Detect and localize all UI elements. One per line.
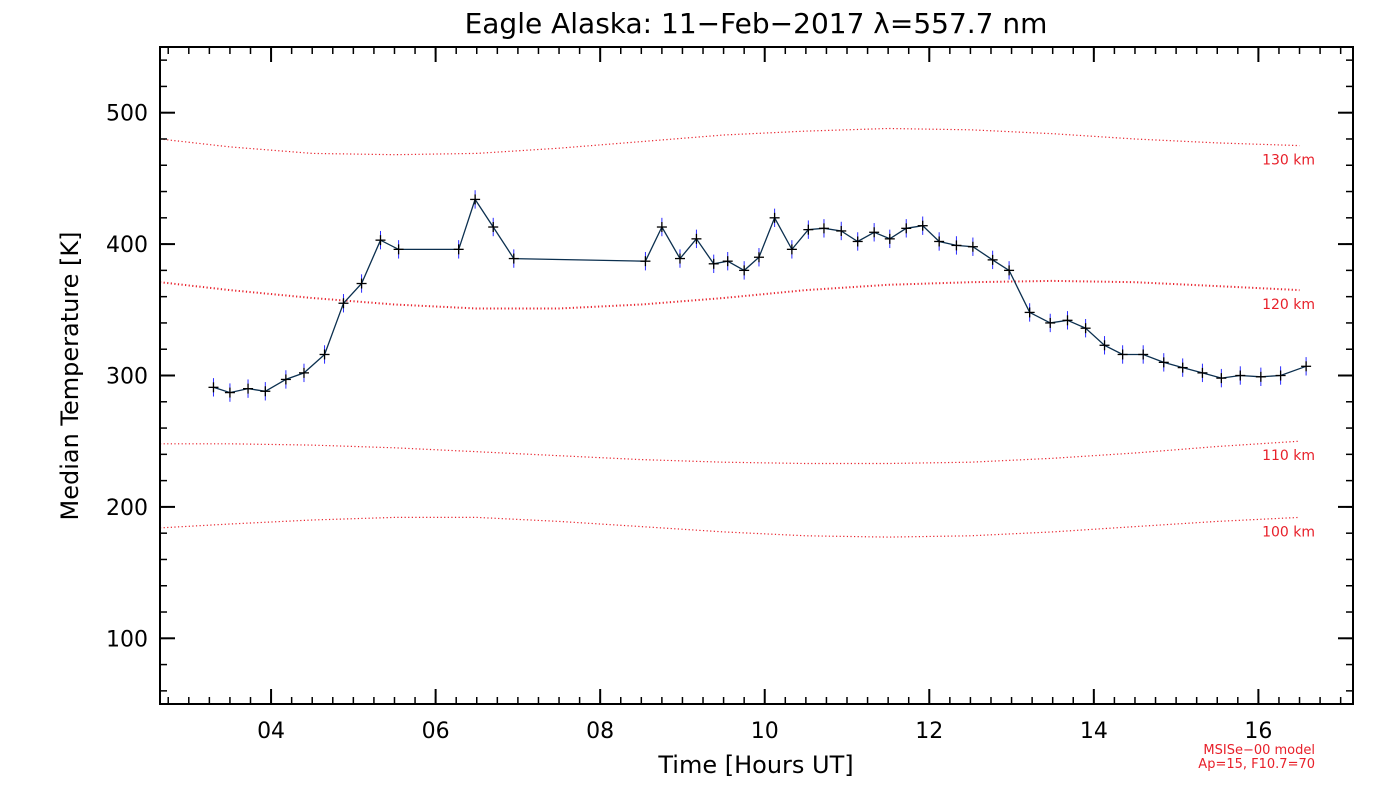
model-curve-label: 130 km — [1262, 153, 1315, 169]
model-curve-1 — [159, 279, 1300, 310]
data-point — [1080, 318, 1091, 338]
model-curve-label: 110 km — [1262, 448, 1315, 464]
data-point — [786, 240, 797, 259]
data-point — [1216, 368, 1227, 388]
x-tick-label: 10 — [751, 719, 779, 744]
data-point — [319, 345, 330, 364]
data-point — [836, 221, 847, 241]
data-point — [224, 383, 235, 402]
data-point — [508, 249, 519, 268]
data-point — [243, 379, 254, 398]
x-tick-label: 04 — [257, 719, 285, 744]
data-point — [1117, 345, 1128, 364]
data-point — [951, 236, 962, 255]
data-point — [739, 261, 750, 280]
x-tick-label: 14 — [1080, 719, 1108, 744]
model-note: MSISe−00 model — [1203, 743, 1315, 758]
data-point — [453, 240, 464, 259]
data-point — [1138, 345, 1149, 364]
data-point — [488, 217, 499, 237]
axes-layer — [159, 46, 1354, 705]
data-point — [691, 229, 702, 249]
data-point — [338, 294, 349, 313]
data-point — [1301, 357, 1312, 376]
data-point — [803, 220, 814, 239]
data-point — [869, 223, 880, 242]
model-curves-layer: 130 km 120 km 110 km 100 km — [159, 127, 1315, 540]
data-point — [298, 363, 309, 383]
y-tick-label: 400 — [106, 233, 148, 258]
data-point — [375, 230, 386, 250]
plot-frame — [159, 46, 1354, 705]
data-point — [656, 217, 667, 237]
data-point — [1099, 336, 1110, 355]
data-point — [356, 274, 367, 293]
model-curve-label: 100 km — [1262, 524, 1315, 540]
data-point — [1062, 311, 1073, 330]
x-axis-label: Time [Hours UT] — [657, 751, 853, 779]
data-point — [818, 219, 829, 238]
data-point — [884, 229, 895, 249]
data-point — [1045, 313, 1056, 333]
data-point — [393, 240, 404, 259]
series-line — [213, 197, 1307, 394]
data-point — [934, 232, 945, 251]
data-point — [1275, 366, 1286, 385]
y-tick-label: 500 — [106, 102, 148, 127]
label-layer: Eagle Alaska: 11−Feb−2017 λ=557.7 nm Tim… — [56, 7, 1315, 779]
data-point — [674, 249, 685, 268]
data-point — [987, 250, 998, 270]
model-curve-0 — [159, 127, 1300, 156]
y-axis-label: Median Temperature [K] — [56, 231, 84, 520]
data-point — [769, 208, 780, 228]
y-tick-label: 200 — [106, 496, 148, 521]
data-point — [208, 378, 219, 397]
data-series-layer — [208, 190, 1312, 402]
data-point — [917, 216, 928, 235]
model-curve-3 — [159, 516, 1300, 538]
data-point — [1177, 358, 1188, 377]
data-point — [1158, 353, 1169, 372]
model-curve-label: 120 km — [1262, 297, 1315, 313]
data-point — [260, 382, 271, 401]
data-point — [753, 248, 764, 267]
x-tick-label: 08 — [586, 719, 614, 744]
y-tick-label: 100 — [106, 627, 148, 652]
chart-title: Eagle Alaska: 11−Feb−2017 λ=557.7 nm — [465, 7, 1048, 40]
data-point — [901, 219, 912, 238]
model-curve-2 — [160, 440, 1300, 465]
data-point — [1004, 261, 1015, 280]
tick-layer: 04 06 08 10 12 14 16 100 200 300 400 500 — [106, 47, 1353, 744]
data-point — [1024, 303, 1035, 322]
data-point — [1235, 366, 1246, 385]
data-point — [1255, 367, 1266, 387]
data-point — [852, 232, 863, 251]
y-tick-label: 300 — [106, 365, 148, 390]
x-tick-label: 06 — [422, 719, 450, 744]
x-tick-label: 12 — [915, 719, 943, 744]
data-point — [1197, 363, 1208, 383]
data-point — [470, 190, 481, 209]
data-point — [722, 251, 733, 271]
data-point — [280, 370, 291, 389]
data-point — [708, 254, 719, 274]
model-params-note: Ap=15, F10.7=70 — [1198, 757, 1315, 772]
data-point — [640, 251, 651, 271]
x-tick-label: 16 — [1244, 719, 1272, 744]
data-point — [967, 237, 978, 256]
